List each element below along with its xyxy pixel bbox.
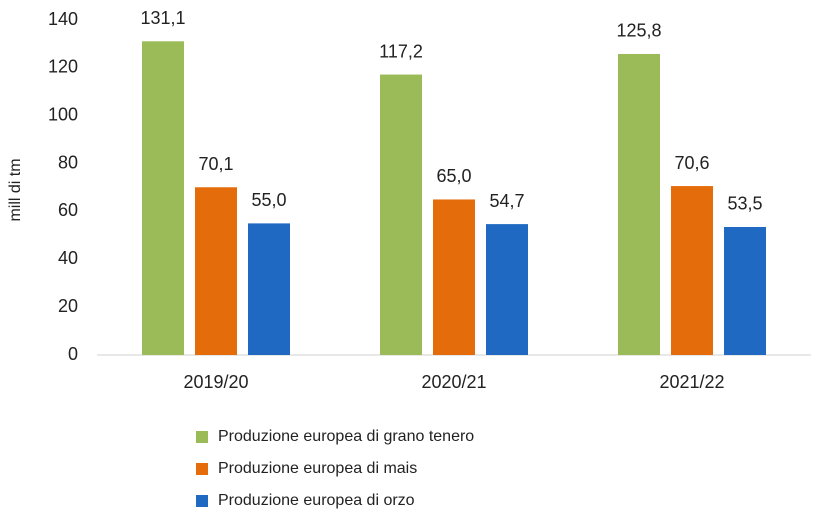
value-label: 53,5: [727, 194, 762, 214]
bar: [142, 41, 184, 356]
bar: [248, 223, 290, 355]
bar: [724, 226, 766, 355]
legend-swatch: [196, 463, 208, 475]
bar: [618, 53, 660, 355]
legend-label: Produzione europea di grano tenero: [218, 428, 474, 445]
value-label: 65,0: [436, 166, 471, 186]
x-tick-label: 2020/21: [421, 372, 486, 392]
value-label: 125,8: [616, 21, 661, 41]
bar: [433, 199, 475, 355]
y-tick-label: 40: [58, 248, 78, 268]
value-label: 131,1: [140, 8, 185, 28]
bar: [486, 224, 528, 355]
legend-label: Produzione europea di mais: [218, 460, 417, 477]
value-label: 55,0: [251, 190, 286, 210]
value-label: 70,6: [674, 153, 709, 173]
legend-swatch: [196, 495, 208, 507]
x-tick-label: 2021/22: [659, 372, 724, 392]
y-tick-label: 20: [58, 296, 78, 316]
y-axis-label: mill di tm: [7, 158, 24, 221]
bar: [195, 187, 237, 355]
value-label: 70,1: [198, 154, 233, 174]
legend-label: Produzione europea di orzo: [218, 492, 415, 509]
bar: [380, 74, 422, 356]
y-tick-label: 80: [58, 152, 78, 172]
y-tick-label: 100: [48, 104, 78, 124]
y-tick-label: 140: [48, 9, 78, 29]
legend-swatch: [196, 431, 208, 443]
value-label: 54,7: [489, 191, 524, 211]
y-tick-label: 0: [68, 344, 78, 364]
bar: [671, 186, 713, 355]
x-tick-label: 2019/20: [183, 372, 248, 392]
y-tick-label: 120: [48, 57, 78, 77]
y-tick-label: 60: [58, 200, 78, 220]
value-label: 117,2: [379, 41, 423, 61]
